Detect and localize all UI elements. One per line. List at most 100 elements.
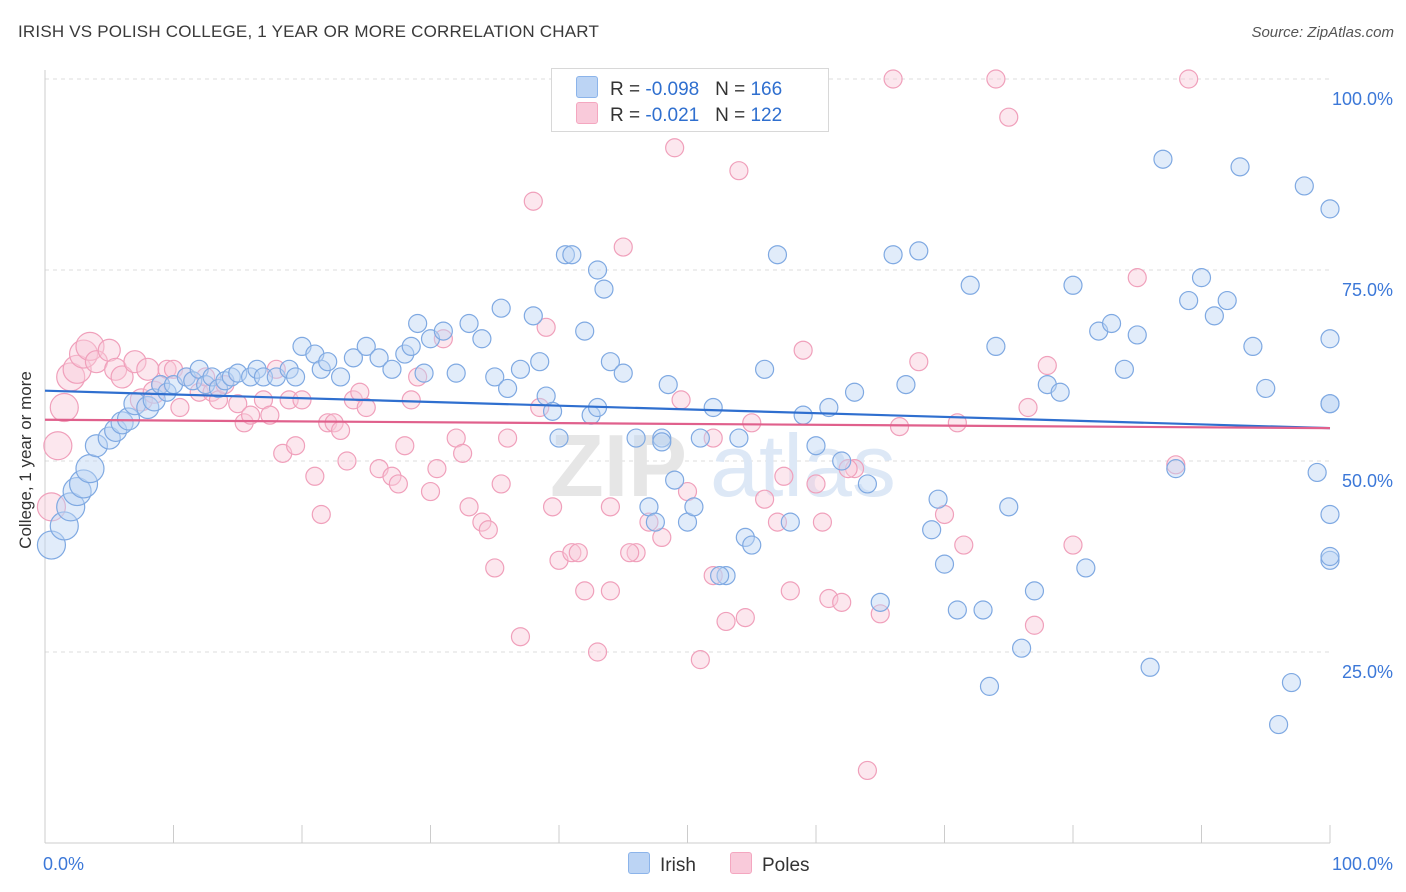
r-value-irish: -0.098 bbox=[645, 79, 700, 100]
poles-point bbox=[395, 436, 415, 456]
irish-point bbox=[401, 336, 421, 356]
r-label: R = bbox=[610, 105, 646, 126]
irish-point bbox=[1179, 290, 1199, 311]
irish-point bbox=[883, 245, 903, 265]
poles-point bbox=[587, 642, 608, 662]
irish-point bbox=[56, 492, 86, 522]
poles-point bbox=[812, 512, 833, 532]
svg-text:atlas: atlas bbox=[710, 416, 896, 515]
poles-point bbox=[575, 581, 595, 601]
poles-point bbox=[49, 392, 79, 423]
irish-point bbox=[523, 306, 543, 326]
irish-point bbox=[819, 397, 839, 418]
irish-point bbox=[433, 321, 453, 341]
irish-point bbox=[530, 352, 550, 372]
poles-point bbox=[671, 390, 691, 410]
irish-point bbox=[1294, 176, 1314, 196]
irish-swatch bbox=[576, 76, 598, 98]
irish-point bbox=[973, 600, 993, 620]
n-label: N = bbox=[715, 79, 751, 100]
series-legend: Irish Poles bbox=[0, 852, 1406, 876]
poles-point bbox=[472, 512, 492, 532]
irish-point bbox=[1217, 290, 1237, 311]
irish-point bbox=[909, 241, 929, 261]
poles-point bbox=[665, 138, 685, 158]
poles-point bbox=[735, 608, 755, 628]
irish-point bbox=[318, 352, 338, 372]
n-value-poles: 122 bbox=[750, 105, 783, 126]
y-axis-label-box: College, 1 year or more bbox=[6, 330, 46, 590]
poles-point bbox=[620, 543, 640, 563]
irish-point bbox=[1063, 275, 1083, 295]
irish-point bbox=[767, 245, 788, 265]
irish-point bbox=[1243, 336, 1263, 356]
irish-point bbox=[382, 359, 402, 379]
irish-point bbox=[1153, 149, 1173, 169]
trend-line-irish bbox=[44, 389, 1331, 430]
poles-point bbox=[1179, 69, 1199, 89]
poles-point bbox=[999, 107, 1019, 127]
chart-title: IRISH VS POLISH COLLEGE, 1 YEAR OR MORE … bbox=[18, 22, 600, 41]
irish-point bbox=[793, 405, 813, 425]
poles-point bbox=[780, 581, 800, 601]
legend-row-poles: R = -0.021 N = 122 bbox=[576, 102, 782, 126]
irish-point bbox=[1320, 504, 1340, 525]
poles-point bbox=[110, 365, 134, 389]
poles-point bbox=[832, 592, 852, 612]
irish-point bbox=[196, 375, 216, 395]
poles-point bbox=[382, 466, 402, 486]
poles-point bbox=[170, 397, 190, 418]
irish-point bbox=[710, 565, 730, 586]
irish-point bbox=[208, 378, 229, 399]
poles-point bbox=[626, 543, 646, 563]
irish-point bbox=[844, 382, 865, 402]
poles-point bbox=[241, 405, 261, 425]
legend-item-poles[interactable]: Poles bbox=[730, 852, 810, 877]
x-tick-label: 100.0% bbox=[1332, 854, 1393, 874]
irish-point bbox=[979, 676, 1000, 696]
poles-point bbox=[986, 69, 1006, 89]
poles-point bbox=[613, 237, 633, 257]
irish-point bbox=[68, 469, 99, 499]
irish-point bbox=[1140, 657, 1160, 677]
n-label: N = bbox=[715, 105, 751, 126]
legend-row-irish: R = -0.098 N = 166 bbox=[576, 76, 782, 100]
legend-label-irish: Irish bbox=[660, 855, 696, 876]
irish-point bbox=[330, 367, 351, 387]
irish-point bbox=[1024, 581, 1045, 601]
irish-point bbox=[97, 426, 121, 450]
poles-point bbox=[690, 650, 710, 670]
poles-point bbox=[838, 459, 858, 479]
irish-point bbox=[1230, 157, 1250, 177]
irish-point bbox=[446, 363, 466, 383]
irish-point bbox=[1320, 199, 1340, 219]
irish-point bbox=[587, 260, 608, 280]
irish-point bbox=[729, 428, 749, 448]
poles-point bbox=[123, 350, 147, 374]
poles-point bbox=[536, 317, 556, 337]
irish-point bbox=[247, 359, 267, 379]
irish-point bbox=[183, 371, 203, 391]
poles-point bbox=[427, 459, 447, 479]
poles-point bbox=[260, 405, 280, 425]
irish-point bbox=[279, 359, 299, 379]
irish-point bbox=[1191, 268, 1212, 288]
poles-point bbox=[774, 466, 794, 486]
svg-text:ZIP: ZIP bbox=[550, 416, 687, 515]
poles-point bbox=[870, 604, 890, 624]
irish-point bbox=[1114, 359, 1135, 379]
irish-point bbox=[960, 275, 980, 295]
irish-point bbox=[408, 313, 428, 334]
poles-point bbox=[510, 627, 531, 647]
poles-point bbox=[1037, 355, 1057, 376]
poles-point bbox=[305, 466, 325, 486]
irish-point bbox=[395, 344, 415, 364]
irish-point bbox=[136, 395, 160, 420]
legend-item-irish[interactable]: Irish bbox=[628, 852, 696, 877]
poles-point bbox=[292, 390, 312, 410]
poles-point bbox=[742, 413, 762, 433]
irish-point bbox=[562, 245, 582, 265]
poles-point bbox=[491, 474, 511, 494]
poles-point bbox=[478, 520, 498, 540]
irish-point bbox=[684, 497, 704, 517]
